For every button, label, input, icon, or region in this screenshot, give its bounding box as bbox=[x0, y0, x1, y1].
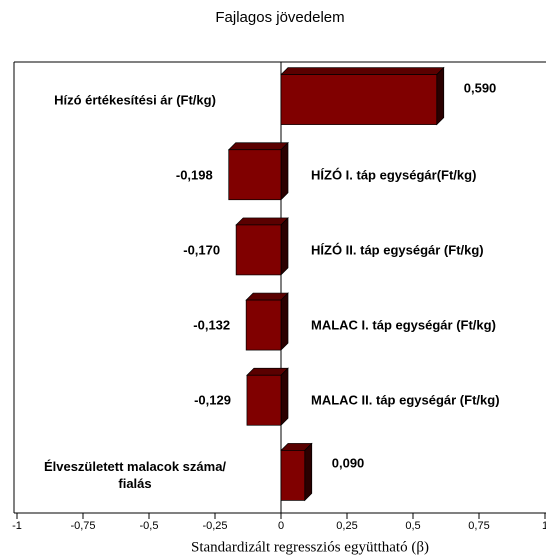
value-label: -0,170 bbox=[183, 242, 221, 258]
bar bbox=[245, 292, 289, 351]
x-tick-label: 0,5 bbox=[405, 520, 420, 532]
value-label: 0,090 bbox=[331, 455, 365, 471]
bar-top bbox=[280, 67, 445, 75]
bar bbox=[280, 442, 313, 502]
x-tick-label: 0,75 bbox=[468, 520, 489, 532]
bar-front bbox=[235, 224, 282, 276]
x-axis-title: Standardizált regressziós együttható (β) bbox=[191, 539, 429, 555]
value-label: 0,590 bbox=[463, 80, 497, 96]
category-label: MALAC II. táp egységár (Ft/kg) bbox=[311, 392, 500, 408]
chart-title: Fajlagos jövedelem bbox=[215, 9, 344, 26]
bar-front bbox=[280, 74, 438, 125]
bar bbox=[246, 367, 289, 427]
category-label: HÍZÓ II. táp egységár (Ft/kg) bbox=[311, 242, 484, 258]
bar-side bbox=[280, 217, 289, 276]
bar-front bbox=[228, 149, 282, 201]
value-label: -0,129 bbox=[194, 392, 231, 408]
category-label: Élveszületett malacok száma/ fialás bbox=[43, 459, 227, 492]
bar-front bbox=[280, 450, 306, 501]
value-label: -0,198 bbox=[175, 167, 213, 183]
x-tick-label: -1 bbox=[12, 520, 22, 532]
x-tick-label: 0,25 bbox=[336, 520, 357, 532]
bar-side bbox=[280, 292, 289, 351]
bar-front bbox=[245, 299, 282, 351]
category-label: Hízó értékesítési ár (Ft/kg) bbox=[54, 92, 216, 108]
bar-top bbox=[235, 217, 289, 226]
bar-front bbox=[246, 374, 282, 426]
x-tick-label: -0,25 bbox=[202, 520, 227, 532]
x-tick-label: -0,5 bbox=[140, 520, 159, 532]
x-tick-label: 0 bbox=[278, 520, 284, 532]
bar-side bbox=[436, 66, 445, 126]
x-tick-label: 1 bbox=[542, 520, 546, 532]
category-label: HÍZÓ I. táp egységár(Ft/kg) bbox=[311, 167, 477, 183]
bar bbox=[235, 217, 289, 276]
bar-top bbox=[227, 142, 289, 151]
value-label: -0,132 bbox=[193, 317, 231, 333]
bar bbox=[280, 66, 445, 126]
bar-side bbox=[304, 442, 313, 502]
bar bbox=[227, 141, 289, 201]
bar-side bbox=[280, 141, 289, 201]
category-label: MALAC I. táp egységár (Ft/kg) bbox=[311, 317, 496, 333]
bar-side bbox=[280, 367, 289, 427]
x-tick-label: -0,75 bbox=[70, 520, 95, 532]
